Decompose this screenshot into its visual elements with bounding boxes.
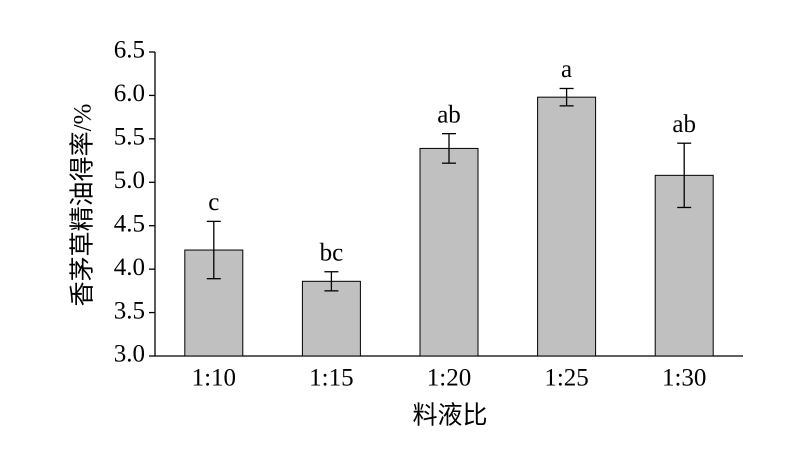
y-axis-label: 香茅草精油得率/% bbox=[69, 104, 97, 307]
x-axis-label: 料液比 bbox=[412, 402, 487, 430]
y-tick-label: 4.5 bbox=[114, 210, 145, 237]
error-bar bbox=[324, 271, 339, 292]
significance-label: bc bbox=[320, 239, 344, 266]
x-tick-label: 1:15 bbox=[309, 365, 353, 392]
y-tick-label: 6.5 bbox=[114, 37, 145, 64]
error-bar bbox=[206, 220, 221, 280]
y-tick-label: 3.5 bbox=[114, 297, 145, 324]
y-tick-label: 3.0 bbox=[114, 341, 145, 368]
error-bar bbox=[677, 142, 692, 209]
y-tick-label: 4.0 bbox=[114, 254, 145, 281]
bar bbox=[537, 96, 597, 357]
error-bar bbox=[442, 132, 456, 164]
x-tick-label: 1:20 bbox=[427, 365, 471, 392]
x-tick-label: 1:10 bbox=[192, 365, 236, 392]
significance-label: a bbox=[561, 56, 572, 83]
bar bbox=[419, 147, 479, 357]
significance-label: ab bbox=[672, 111, 696, 138]
significance-label: ab bbox=[437, 101, 461, 128]
error-bar bbox=[559, 87, 574, 107]
bar bbox=[301, 280, 361, 357]
x-tick-label: 1:25 bbox=[544, 365, 588, 392]
y-tick-label: 5.0 bbox=[114, 167, 145, 194]
x-tick-label: 1:30 bbox=[662, 365, 706, 392]
y-tick-label: 6.0 bbox=[114, 80, 145, 107]
y-tick-label: 5.5 bbox=[114, 124, 145, 151]
significance-label: c bbox=[208, 189, 219, 216]
